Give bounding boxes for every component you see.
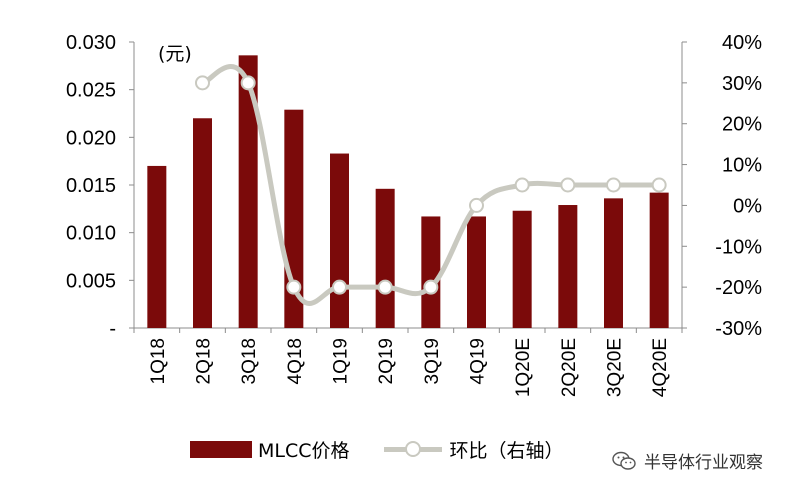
- right-tick-label: 0%: [733, 195, 762, 217]
- x-tick-label: 3Q18: [239, 338, 260, 384]
- x-tick-label: 1Q18: [148, 338, 169, 384]
- x-tick-label: 4Q20E: [650, 338, 671, 397]
- bar-1Q20E: [512, 210, 532, 328]
- left-tick-label: 0.015: [66, 175, 116, 197]
- left-tick-label: 0.030: [66, 32, 116, 54]
- x-tick-label: 4Q18: [285, 338, 306, 384]
- legend-label-bar: MLCC价格: [258, 439, 350, 462]
- line-point-3Q18: [240, 75, 256, 91]
- x-tick-label: 1Q19: [331, 338, 352, 384]
- bar-4Q19: [467, 216, 486, 328]
- right-tick-label: 30%: [722, 73, 762, 95]
- legend-swatch-bar: [190, 440, 252, 458]
- bar-3Q20E: [604, 198, 623, 328]
- x-tick-label: 1Q20E: [513, 338, 534, 397]
- line-point-1Q20E: [514, 177, 530, 193]
- x-tick-label: 2Q19: [376, 338, 397, 384]
- bar-3Q18: [238, 55, 258, 328]
- right-tick-label: -20%: [715, 277, 762, 299]
- x-tick-label: 4Q19: [468, 338, 489, 384]
- left-tick-label: 0.025: [66, 80, 116, 102]
- bar-1Q18: [147, 165, 167, 328]
- left-tick-label: -: [109, 318, 116, 340]
- bar-4Q20E: [649, 192, 669, 328]
- legend-item-line: 环比（右轴）: [383, 436, 564, 463]
- watermark-text: 半导体行业观察: [644, 453, 763, 473]
- right-tick-label: 40%: [722, 32, 762, 54]
- legend-swatch-line: [383, 439, 442, 459]
- line-point-4Q19: [469, 197, 484, 213]
- bar-1Q19: [330, 153, 349, 328]
- bar-2Q20E: [558, 205, 578, 328]
- bar-2Q18: [193, 118, 212, 329]
- right-tick-label: -30%: [715, 318, 762, 340]
- left-axis-unit-label: (元): [158, 43, 192, 65]
- right-tick-label: -10%: [715, 236, 762, 258]
- bar-2Q19: [375, 188, 395, 328]
- line-point-2Q20E: [560, 177, 576, 193]
- x-tick-label: 2Q18: [194, 338, 215, 384]
- wechat-icon: [612, 451, 636, 470]
- left-tick-label: 0.005: [66, 270, 116, 292]
- line-point-1Q19: [332, 279, 347, 295]
- line-point-2Q19: [377, 279, 393, 295]
- chart-legend: MLCC价格 环比（右轴）: [190, 436, 598, 462]
- bar-3Q19: [421, 216, 441, 328]
- line-point-3Q19: [423, 279, 439, 295]
- left-tick-label: 0.020: [66, 127, 116, 149]
- line-point-3Q20E: [606, 177, 621, 193]
- watermark: 半导体行业观察: [612, 448, 763, 473]
- line-point-4Q20E: [651, 177, 667, 193]
- x-tick-label: 3Q19: [422, 338, 443, 384]
- left-tick-label: 0.010: [66, 223, 116, 245]
- x-tick-label: 3Q20E: [605, 338, 626, 397]
- line-point-4Q18: [286, 279, 302, 295]
- x-tick-label: 2Q20E: [559, 338, 580, 397]
- legend-label-line: 环比（右轴）: [449, 439, 564, 462]
- mlcc-price-chart: - 0.005 0.010 0.015 0.020 0.025 0.030 -30% -20% -…: [66, 32, 762, 397]
- legend-item-bar: MLCC价格: [190, 436, 350, 463]
- line-point-2Q18: [195, 75, 210, 91]
- right-tick-label: 20%: [722, 114, 762, 136]
- right-tick-label: 10%: [722, 155, 762, 177]
